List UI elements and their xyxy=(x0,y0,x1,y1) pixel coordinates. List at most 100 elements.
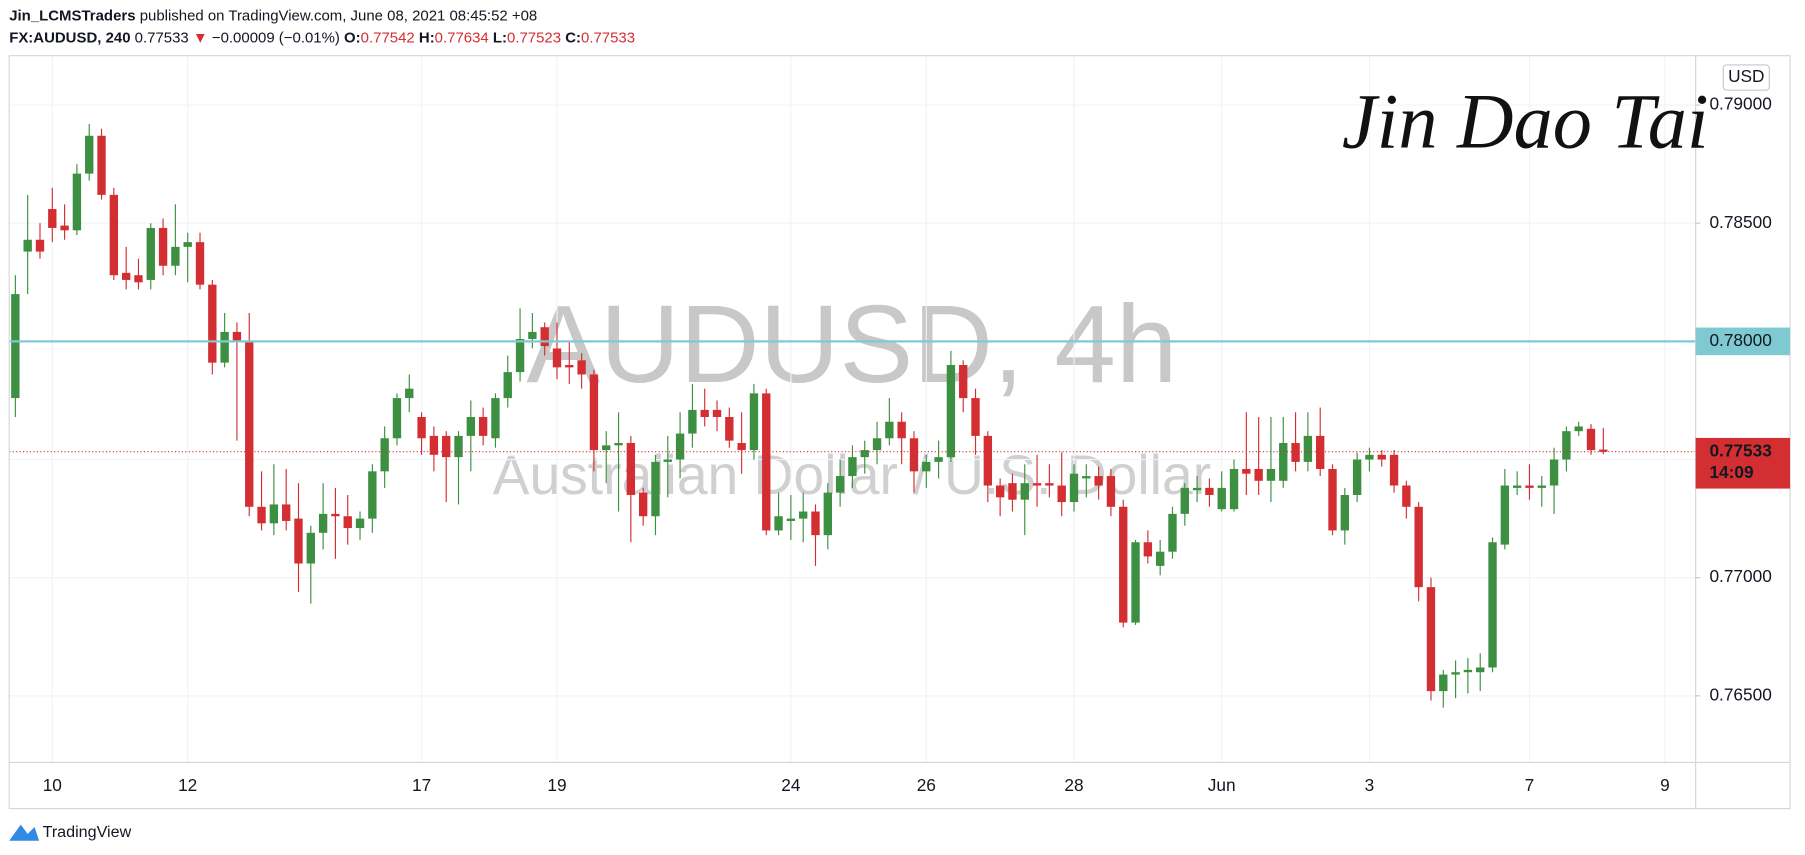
candle-body xyxy=(109,194,119,276)
open-value: 0.77542 xyxy=(361,29,415,46)
candle-body xyxy=(1512,485,1522,488)
x-tick-label: 7 xyxy=(1525,775,1535,795)
candle-body xyxy=(134,275,143,283)
x-tick-label: 10 xyxy=(43,775,62,795)
candle-body xyxy=(946,365,956,458)
candle-body xyxy=(1537,485,1546,488)
y-tick-label: 0.76500 xyxy=(1709,684,1771,704)
candle-body xyxy=(885,421,894,439)
candle-body xyxy=(245,341,254,507)
candle-body xyxy=(811,511,820,536)
candle-body xyxy=(405,388,414,399)
candle-body xyxy=(1045,483,1054,486)
candle-body xyxy=(1525,485,1534,488)
candle-body xyxy=(528,331,537,340)
candle-body xyxy=(1365,454,1374,460)
candle-body xyxy=(1377,454,1386,460)
watermark-title: AUDUSD, 4h xyxy=(526,283,1177,406)
candle-body xyxy=(1266,468,1276,481)
candle-body xyxy=(1082,476,1091,479)
candle-body xyxy=(1168,513,1177,552)
candle-body xyxy=(1574,426,1583,432)
x-tick-label: 12 xyxy=(178,775,197,795)
candle-body xyxy=(515,339,525,373)
candle-body xyxy=(1008,483,1017,500)
candle-body xyxy=(442,435,451,458)
candle-body xyxy=(23,239,32,252)
x-tick-label: 24 xyxy=(781,775,801,795)
candle-body xyxy=(491,398,500,439)
x-tick-label: Jun xyxy=(1208,775,1236,795)
candle-body xyxy=(85,135,94,174)
candle-body xyxy=(848,457,857,477)
x-tick-label: 3 xyxy=(1365,775,1375,795)
candle-body xyxy=(799,511,808,519)
candle-body xyxy=(638,492,648,517)
candle-body xyxy=(872,438,882,451)
candle-body xyxy=(1254,468,1263,481)
candle-body xyxy=(220,331,229,363)
candle-body xyxy=(602,445,611,451)
publish-info: Jin_LCMSTraders published on TradingView… xyxy=(9,7,537,24)
candle-body xyxy=(208,284,217,363)
candle-body xyxy=(1586,428,1596,451)
watermark: AUDUSD, 4h Australian Dollar / U.S. Doll… xyxy=(493,283,1212,506)
candle-body xyxy=(1205,487,1214,495)
candle-body xyxy=(712,409,722,417)
candle-body xyxy=(700,409,709,417)
candle-body xyxy=(909,438,919,472)
candle-body xyxy=(1488,542,1497,668)
candle-body xyxy=(1402,485,1411,507)
candle-body xyxy=(540,327,549,347)
currency-box[interactable] xyxy=(1722,64,1770,91)
candle-body xyxy=(1020,483,1029,500)
candle-body xyxy=(552,348,562,368)
candle-body xyxy=(318,513,328,533)
candle-body xyxy=(1562,431,1571,460)
candle-body xyxy=(35,239,45,252)
tradingview-logo: TradingView xyxy=(9,823,132,841)
currency[interactable]: USD xyxy=(1728,66,1764,86)
candle-body xyxy=(1476,667,1485,673)
candle-body xyxy=(1599,449,1608,452)
candle-body xyxy=(478,416,488,436)
candle-body xyxy=(1229,468,1239,510)
footer: TradingView xyxy=(43,823,132,841)
chart-border xyxy=(8,55,1791,810)
y-tick-label: 0.79000 xyxy=(1709,94,1771,114)
candle-body xyxy=(306,532,315,564)
candle-body xyxy=(343,516,352,529)
candle-body xyxy=(294,518,303,564)
high-value: 0.77634 xyxy=(435,29,489,46)
candle-body xyxy=(97,135,106,195)
candle-body xyxy=(1303,435,1313,462)
candle-body xyxy=(971,398,980,436)
candle-body xyxy=(1500,485,1510,545)
plot xyxy=(9,123,1696,708)
high-label: H: xyxy=(419,29,435,46)
candle-body xyxy=(503,372,512,399)
level-label-box xyxy=(1695,327,1791,356)
candle-body xyxy=(565,365,574,368)
candle-body xyxy=(762,393,771,531)
x-tick-label: 19 xyxy=(547,775,566,795)
candle-body xyxy=(1217,487,1226,510)
last-price: 0.77533 xyxy=(135,29,189,46)
candle-body xyxy=(281,504,291,521)
close-value: 0.77533 xyxy=(581,29,635,46)
candle-body xyxy=(1279,442,1288,481)
candle-body xyxy=(725,416,734,441)
candle-body xyxy=(195,242,205,285)
low-value: 0.77523 xyxy=(507,29,561,46)
candle-body xyxy=(1316,435,1325,469)
candle-body xyxy=(466,416,476,436)
candle-body xyxy=(1180,487,1189,514)
candle-body xyxy=(11,294,20,399)
candle-body xyxy=(1291,442,1300,462)
candle-body xyxy=(257,506,266,524)
x-tick-label: 17 xyxy=(412,775,431,795)
candle-body xyxy=(737,442,746,451)
countdown: 14:09 xyxy=(1709,462,1753,482)
candle-body xyxy=(1340,494,1349,531)
